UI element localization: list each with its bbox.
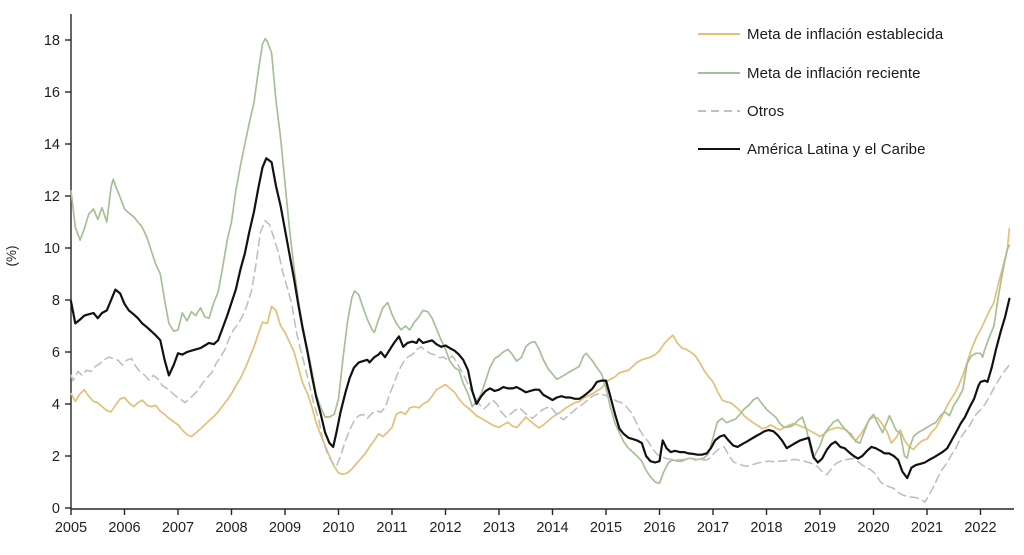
y-tick-label: 14 (44, 137, 60, 153)
x-tick-label: 2016 (643, 520, 675, 536)
x-tick-label: 2010 (322, 520, 354, 536)
legend-label: América Latina y el Caribe (747, 140, 926, 158)
legend-item-meta-reciente: Meta de inflación reciente (698, 63, 921, 83)
x-tick-label: 2021 (911, 520, 943, 536)
x-tick-label: 2007 (162, 520, 194, 536)
y-tick-label: 0 (52, 501, 60, 517)
x-tick-label: 2005 (55, 520, 87, 536)
legend-item-meta-establecida: Meta de inflación establecida (698, 24, 943, 44)
series-line-1 (70, 37, 1011, 485)
x-tick-label: 2009 (269, 520, 301, 536)
y-tick-label: 6 (52, 345, 60, 361)
x-tick-label: 2020 (857, 520, 889, 536)
x-tick-label: 2014 (536, 520, 568, 536)
y-tick-label: 10 (44, 241, 60, 257)
y-tick-label: 4 (52, 397, 60, 413)
x-tick-label: 2013 (483, 520, 515, 536)
x-tick-label: 2015 (590, 520, 622, 536)
y-tick-label: 2 (52, 449, 60, 465)
legend-label: Meta de inflación reciente (747, 64, 921, 82)
y-tick-label: 16 (44, 85, 60, 101)
legend-item-america-latina: América Latina y el Caribe (698, 139, 926, 159)
series-line-3 (69, 157, 1011, 480)
x-tick-label: 2018 (750, 520, 782, 536)
x-tick-label: 2011 (376, 520, 407, 536)
x-tick-label: 2012 (429, 520, 461, 536)
x-tick-label: 2008 (215, 520, 247, 536)
legend-line-swatch (698, 148, 740, 150)
y-axis-label: (%) (4, 246, 19, 267)
y-tick-label: 8 (52, 293, 60, 309)
x-tick-label: 2017 (697, 520, 729, 536)
series-line-2 (70, 219, 1011, 504)
y-tick-label: 18 (44, 33, 60, 49)
x-tick-label: 2006 (108, 520, 140, 536)
x-tick-label: 2019 (804, 520, 836, 536)
x-tick-label: 2022 (964, 520, 996, 536)
legend-label: Otros (747, 102, 785, 120)
y-tick-label: 12 (44, 189, 60, 205)
legend-label: Meta de inflación establecida (747, 25, 944, 43)
legend-line-swatch (698, 72, 740, 74)
legend-item-otros: Otros (698, 101, 784, 121)
legend-line-swatch (698, 33, 740, 35)
legend-line-swatch (698, 110, 740, 112)
